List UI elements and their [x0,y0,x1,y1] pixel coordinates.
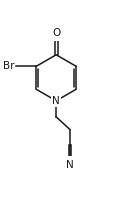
Text: N: N [52,96,60,106]
Text: O: O [52,28,60,38]
Text: Br: Br [3,61,14,71]
Text: N: N [66,160,74,170]
